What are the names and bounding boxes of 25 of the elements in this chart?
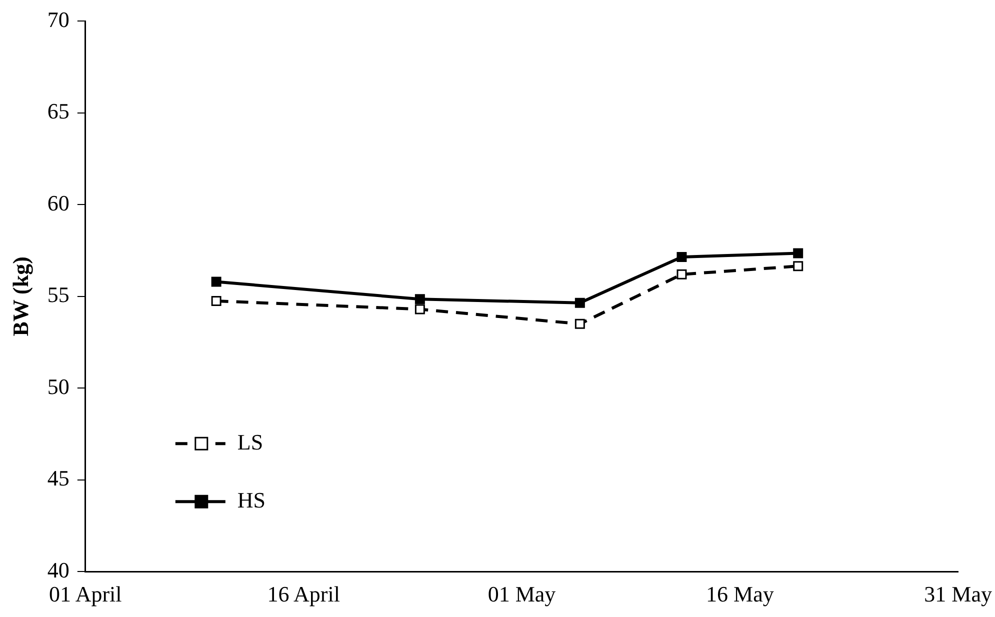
y-tick-label: 55	[47, 282, 70, 308]
x-tick-label: 16 May	[706, 582, 774, 607]
point	[211, 276, 222, 287]
point	[676, 269, 687, 280]
y-tick-label: 60	[47, 190, 70, 216]
legend-label: LS	[237, 429, 264, 454]
y-axis-title: BW (kg)	[8, 256, 33, 336]
y-tick-label: 70	[47, 6, 70, 32]
x-tick-label: 01 May	[488, 582, 556, 607]
y-tick-label: 65	[47, 98, 70, 124]
point	[574, 318, 585, 329]
point	[793, 248, 804, 258]
legend-label: HS	[237, 487, 266, 512]
point	[211, 296, 222, 306]
x-tick-label: 16 April	[267, 582, 340, 607]
point	[414, 294, 425, 304]
y-tick-label: 40	[47, 557, 70, 582]
point	[414, 304, 425, 314]
x-tick-label: 01 April	[49, 582, 122, 607]
y-tick-label: 50	[47, 374, 70, 399]
point	[676, 252, 687, 262]
x-tick-label: 31 May	[924, 582, 992, 607]
y-tick-label: 45	[47, 466, 70, 491]
point	[574, 298, 585, 308]
point	[793, 261, 804, 272]
